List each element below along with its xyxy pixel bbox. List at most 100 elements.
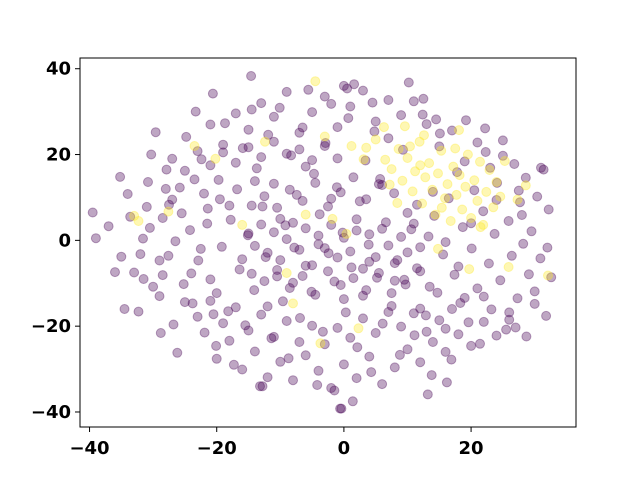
- scatter-point-s0-226: [389, 362, 400, 373]
- scatter-point-s1-69: [384, 179, 395, 190]
- scatter-point-s0-313: [179, 165, 190, 176]
- scatter-point-s1-50: [315, 338, 326, 349]
- scatter-point-s0-80: [346, 262, 357, 273]
- scatter-point-s0-134: [501, 324, 512, 335]
- scatter-point-s1-43: [189, 141, 200, 151]
- scatter-point-s1-58: [454, 125, 464, 136]
- scatter-point-s0-261: [402, 247, 413, 258]
- scatter-point-s0-100: [403, 77, 414, 88]
- scatter-point-s1-1: [319, 131, 330, 142]
- scatter-point-s0-168: [288, 277, 298, 288]
- scatter-point-s0-162: [211, 288, 222, 299]
- scatter-point-s0-201: [370, 116, 381, 127]
- scatter-point-s0-90: [375, 174, 386, 184]
- scatter-point-s0-329: [164, 199, 174, 210]
- scatter-point-s0-121: [463, 317, 474, 328]
- scatter-point-s1-51: [327, 213, 338, 224]
- scatter-point-s0-81: [349, 79, 360, 90]
- scatter-point-s0-280: [259, 191, 270, 202]
- scatter-point-s0-246: [307, 260, 318, 271]
- scatter-point-s0-108: [426, 370, 437, 381]
- scatter-point-s0-238: [256, 219, 267, 230]
- scatter-point-s0-88: [369, 126, 380, 137]
- scatter-point-s0-213: [224, 335, 235, 346]
- scatter-point-s0-146: [535, 253, 546, 264]
- y-tick-label: −20: [31, 316, 71, 337]
- scatter-point-s0-170: [313, 239, 324, 250]
- scatter-point-s1-61: [543, 270, 553, 281]
- scatter-point-s0-77: [337, 227, 348, 238]
- scatter-point-s1-31: [472, 195, 483, 206]
- scatter-point-s0-62: [295, 313, 305, 323]
- scatter-point-s0-30: [202, 203, 213, 214]
- scatter-point-s1-36: [488, 202, 499, 213]
- scatter-point-s0-35: [216, 241, 227, 252]
- scatter-point-s0-148: [541, 310, 552, 321]
- scatter-point-s0-328: [157, 270, 168, 281]
- scatter-point-s0-323: [307, 155, 318, 166]
- scatter-point-s0-208: [459, 156, 470, 167]
- scatter-point-s0-206: [434, 141, 445, 152]
- scatter-point-s0-171: [326, 193, 337, 204]
- scatter-point-s0-209: [472, 137, 483, 148]
- scatter-point-s0-192: [256, 98, 267, 109]
- scatter-point-s1-35: [484, 165, 495, 175]
- scatter-points: [87, 71, 557, 414]
- scatter-point-s0-165: [249, 176, 260, 187]
- scatter-point-s1-66: [450, 143, 461, 154]
- scatter-point-s0-16: [161, 164, 172, 175]
- scatter-point-s0-151: [103, 221, 114, 232]
- scatter-point-s0-228: [415, 357, 426, 368]
- scatter-point-s1-55: [379, 122, 389, 133]
- scatter-point-s0-65: [303, 84, 314, 95]
- scatter-point-s0-339: [336, 403, 347, 414]
- scatter-point-s0-139: [515, 197, 525, 208]
- scatter-point-s0-320: [268, 136, 279, 147]
- scatter-point-s0-287: [348, 172, 359, 183]
- scatter-point-s0-36: [220, 118, 230, 129]
- scatter-point-s1-2: [346, 141, 357, 151]
- scatter-point-s1-47: [281, 268, 292, 278]
- scatter-point-s0-266: [272, 265, 283, 275]
- scatter-point-s0-236: [243, 228, 254, 239]
- scatter-point-s0-352: [422, 389, 433, 400]
- scatter-point-s0-10: [146, 149, 157, 160]
- scatter-point-s0-49: [257, 201, 268, 212]
- scatter-point-s0-219: [300, 350, 311, 361]
- scatter-point-s0-256: [370, 252, 381, 263]
- scatter-point-s0-99: [400, 279, 411, 290]
- scatter-point-s0-180: [440, 237, 451, 248]
- scatter-point-s0-262: [408, 218, 419, 229]
- scatter-point-s0-37: [223, 306, 234, 317]
- scatter-point-s0-327: [144, 222, 155, 233]
- scatter-point-s0-1: [90, 233, 101, 244]
- scatter-point-s0-214: [237, 364, 248, 375]
- y-tick-label: −40: [31, 402, 71, 423]
- scatter-point-s0-335: [214, 194, 225, 205]
- scatter-point-s1-5: [380, 154, 391, 165]
- scatter-point-s0-0: [87, 207, 98, 218]
- scatter-point-s0-93: [383, 95, 394, 105]
- scatter-point-s0-312: [167, 153, 178, 164]
- scatter-point-s1-18: [433, 168, 443, 179]
- scatter-point-s0-118: [455, 298, 466, 308]
- scatter-point-s1-7: [393, 144, 404, 154]
- scatter-point-s0-301: [332, 322, 343, 333]
- scatter-point-s0-109: [429, 210, 440, 221]
- scatter-point-s0-205: [421, 119, 432, 130]
- scatter-point-s0-253: [351, 225, 362, 236]
- scatter-point-s1-29: [466, 213, 477, 223]
- scatter-point-s0-94: [386, 301, 397, 311]
- scatter-point-s0-53: [268, 178, 279, 189]
- scatter-point-s0-187: [529, 298, 540, 309]
- scatter-point-s1-22: [445, 216, 456, 226]
- scatter-point-s0-92: [380, 217, 391, 228]
- scatter-point-s0-175: [377, 180, 388, 190]
- plot-area-frame: [79, 57, 577, 428]
- scatter-point-s0-264: [246, 268, 257, 279]
- scatter-point-s0-314: [192, 146, 203, 157]
- scatter-point-s0-318: [243, 142, 254, 153]
- scatter-point-s1-53: [353, 323, 364, 334]
- scatter-point-s1-8: [397, 175, 408, 186]
- scatter-point-s0-343: [418, 93, 429, 104]
